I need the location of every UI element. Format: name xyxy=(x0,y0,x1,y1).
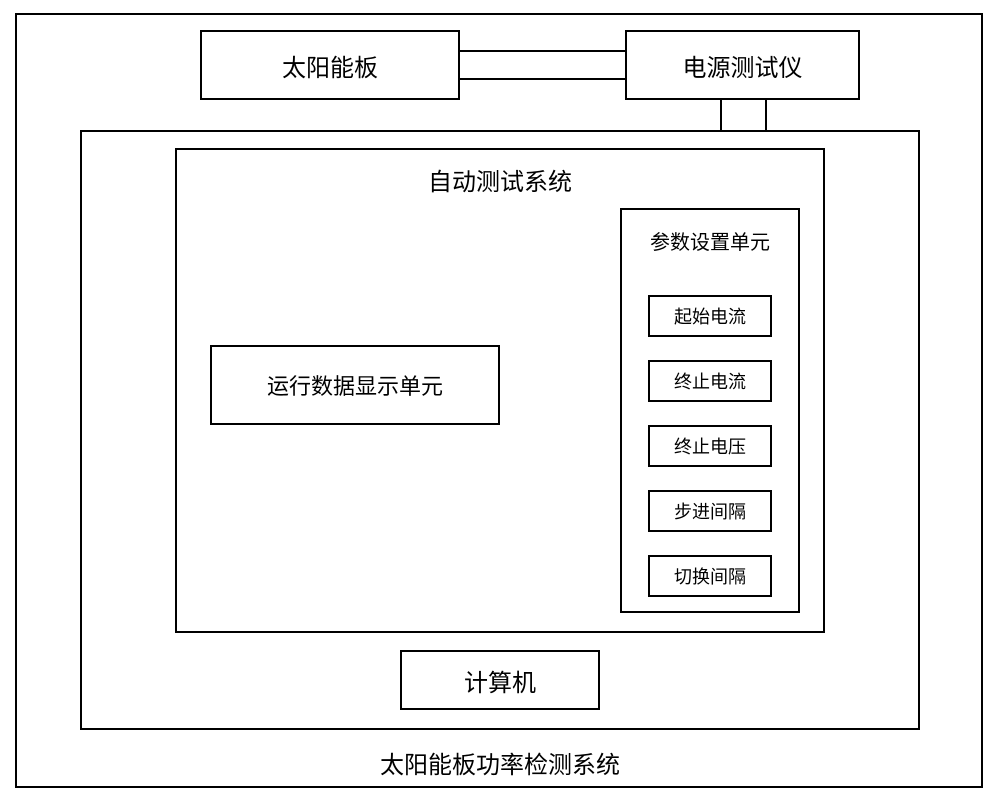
solar-panel-box: 太阳能板 xyxy=(200,30,460,100)
param-item-2: 终止电压 xyxy=(648,425,772,467)
power-tester-label: 电源测试仪 xyxy=(683,48,803,83)
param-item-1: 终止电流 xyxy=(648,360,772,402)
system-title: 太阳能板功率检测系统 xyxy=(0,745,1000,780)
param-item-4-label: 切换间隔 xyxy=(674,563,746,589)
param-item-4: 切换间隔 xyxy=(648,555,772,597)
param-item-0-label: 起始电流 xyxy=(674,303,746,329)
params-unit-label: 参数设置单元 xyxy=(622,226,798,255)
params-unit-box: 参数设置单元 xyxy=(620,208,800,613)
param-item-1-label: 终止电流 xyxy=(674,368,746,394)
param-item-3-label: 步进间隔 xyxy=(674,498,746,524)
param-item-3: 步进间隔 xyxy=(648,490,772,532)
power-tester-box: 电源测试仪 xyxy=(625,30,860,100)
computer-label: 计算机 xyxy=(464,663,536,698)
connector-v2 xyxy=(765,100,767,130)
computer-box: 计算机 xyxy=(400,650,600,710)
auto-test-system-label: 自动测试系统 xyxy=(177,162,823,197)
param-item-2-label: 终止电压 xyxy=(674,433,746,459)
connector-h2 xyxy=(460,78,625,80)
solar-panel-label: 太阳能板 xyxy=(282,48,378,83)
connector-h1 xyxy=(460,50,625,52)
data-display-label: 运行数据显示单元 xyxy=(267,369,443,401)
connector-v1 xyxy=(720,100,722,130)
param-item-0: 起始电流 xyxy=(648,295,772,337)
data-display-box: 运行数据显示单元 xyxy=(210,345,500,425)
